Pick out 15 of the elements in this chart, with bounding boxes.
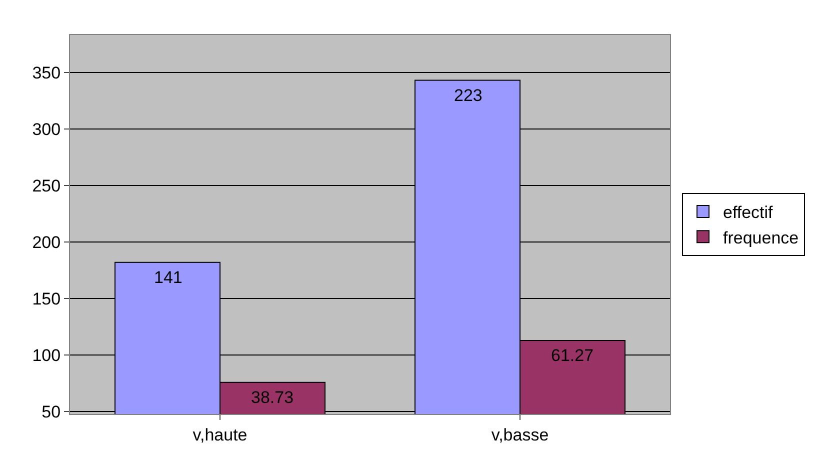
y-tick-label: 350 — [32, 63, 61, 82]
x-tick-label: v,basse — [491, 425, 549, 444]
y-tick-label: 250 — [32, 176, 61, 196]
legend-label: frequence — [723, 228, 799, 248]
y-tick-label: 200 — [32, 232, 61, 252]
y-tick-label: 300 — [32, 120, 61, 139]
y-tick-label: 100 — [32, 346, 61, 366]
legend-label: effectif — [723, 203, 774, 222]
annotation: 141 — [154, 268, 182, 287]
annotation: 223 — [454, 86, 482, 105]
annotation: 38.73 — [251, 388, 294, 407]
x-tick-label: v,haute — [192, 425, 248, 444]
y-tick-label: 150 — [32, 290, 61, 309]
annotation: 61.27 — [551, 346, 594, 365]
y-tick-label: 50 — [42, 402, 61, 422]
